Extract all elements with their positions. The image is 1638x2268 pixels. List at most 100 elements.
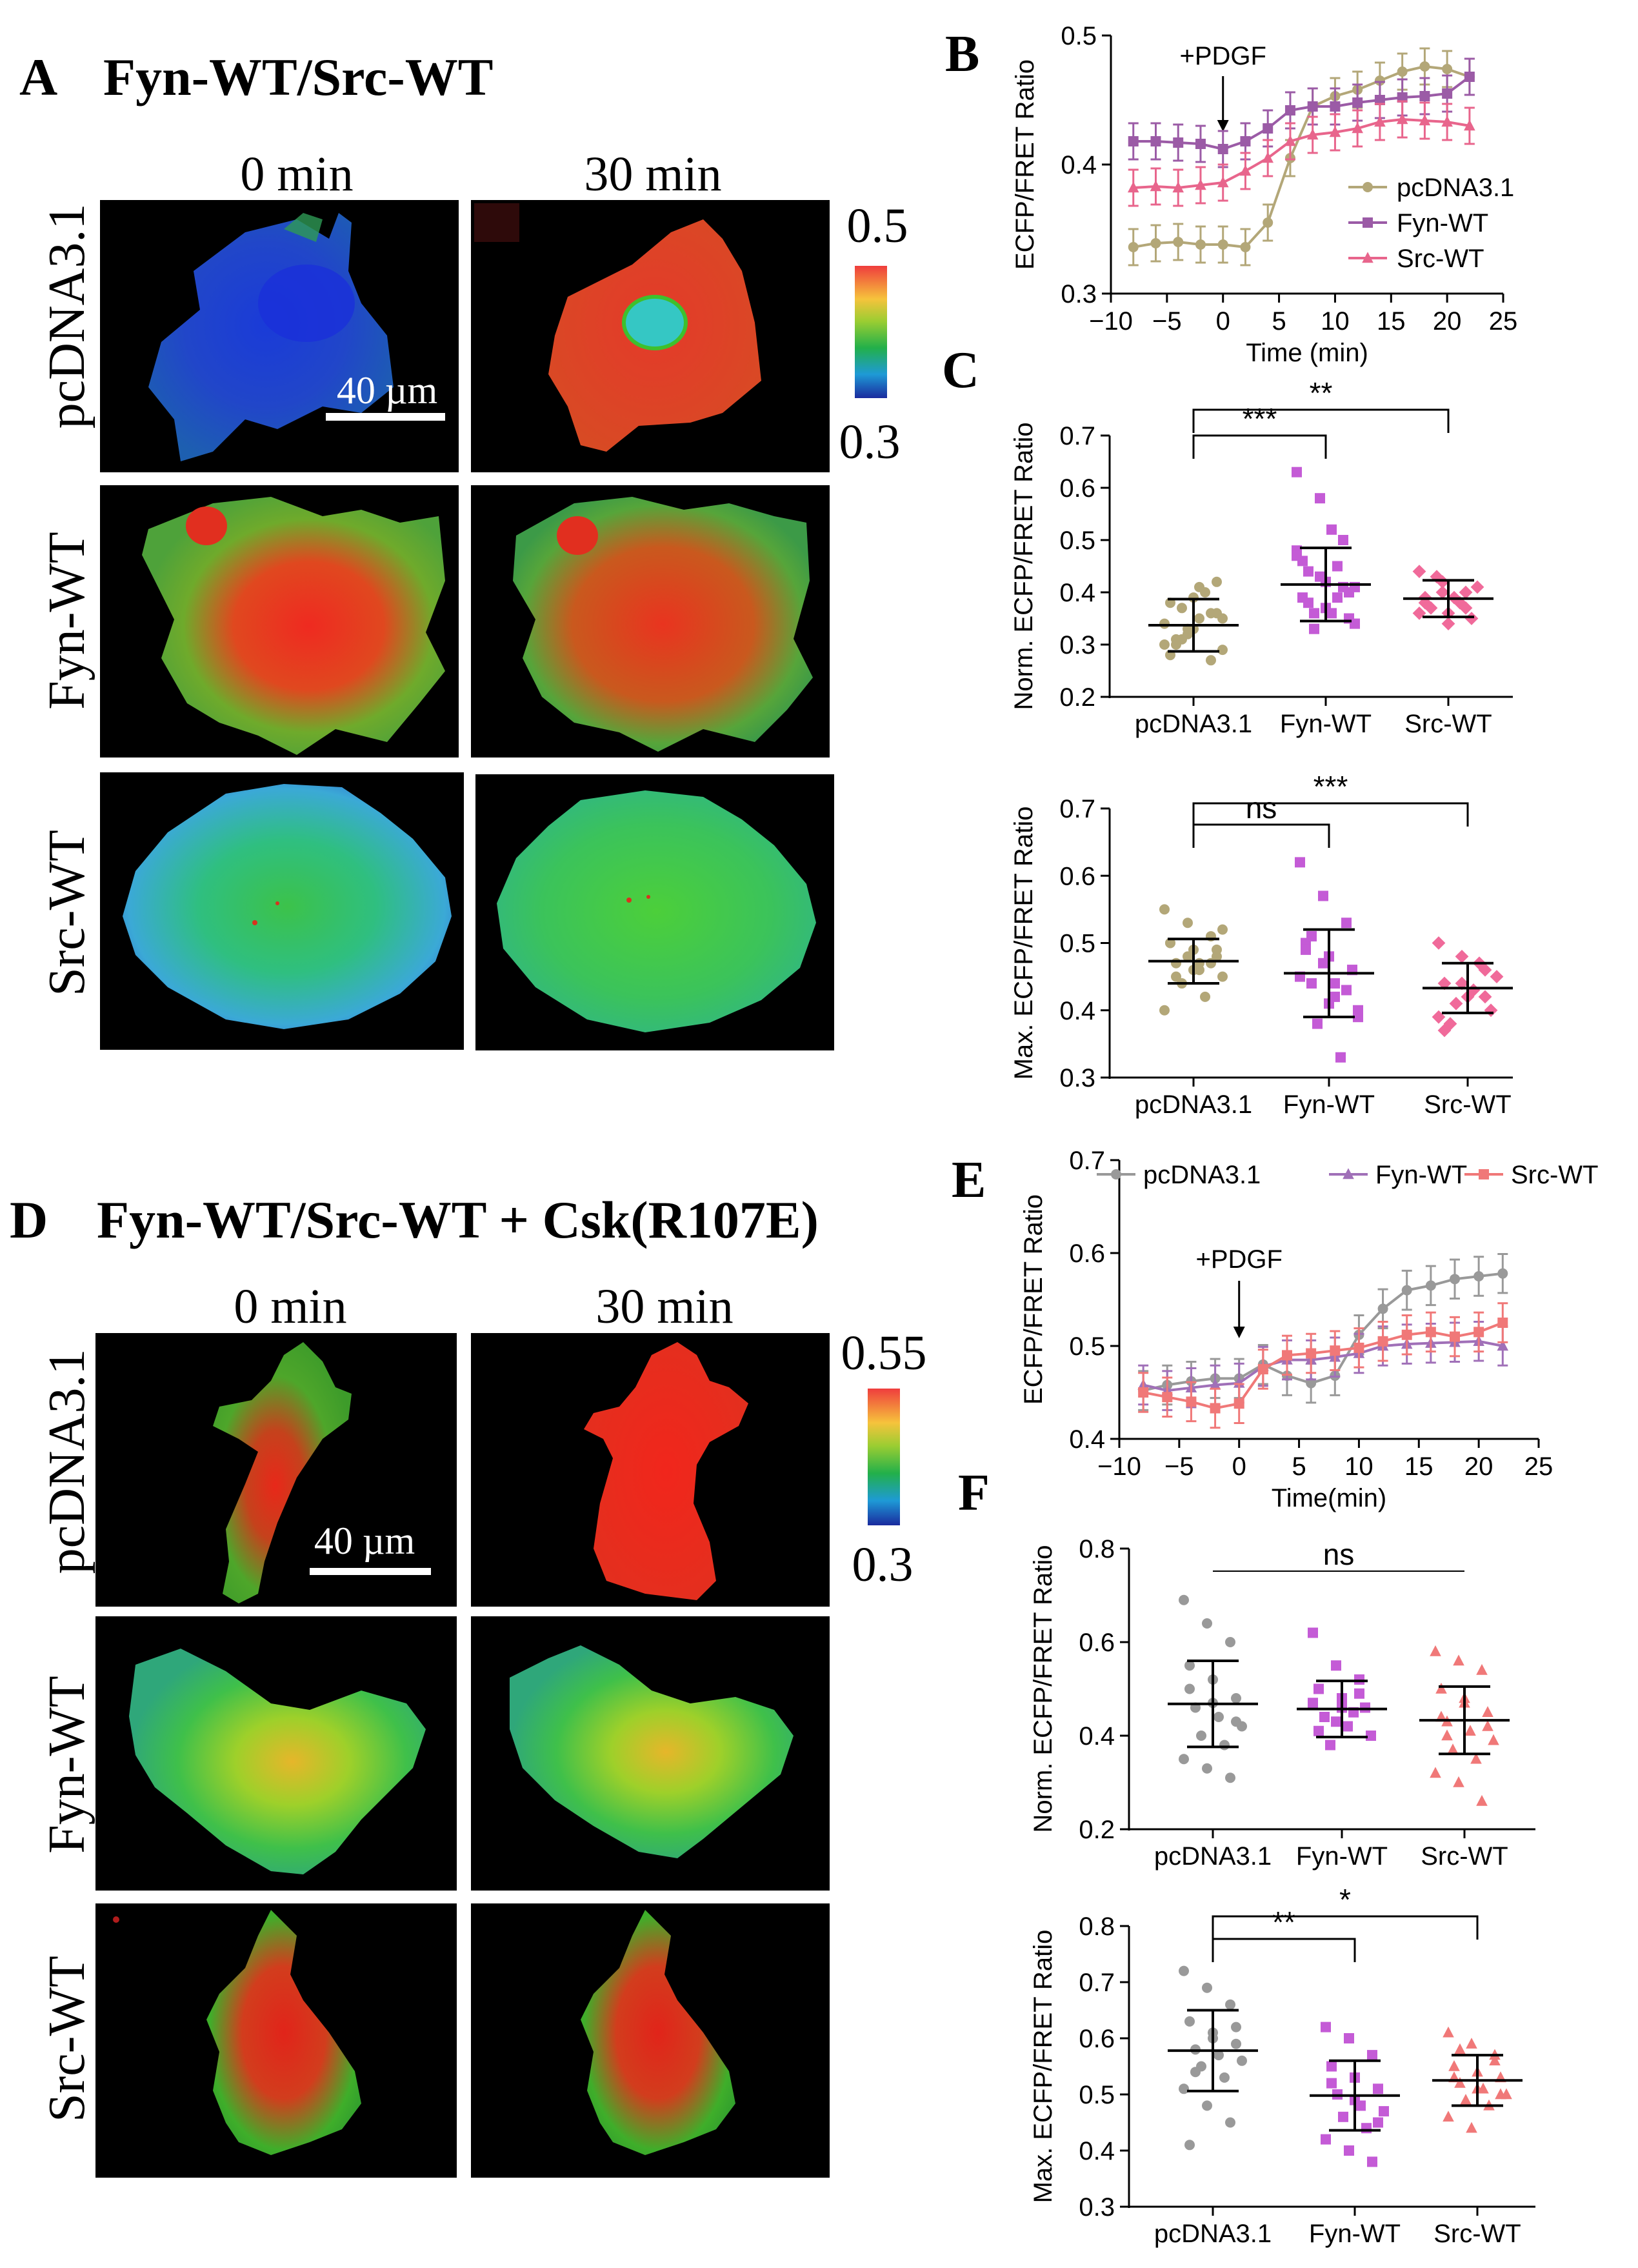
data-point xyxy=(1184,2140,1195,2151)
data-point xyxy=(1373,2083,1383,2094)
data-point xyxy=(1257,1364,1268,1374)
data-point xyxy=(1331,1716,1341,1727)
y-tick-label: 0.4 xyxy=(1079,1722,1115,1751)
data-point xyxy=(1430,1645,1441,1656)
colorbar-d-max: 0.55 xyxy=(841,1326,927,1380)
data-point xyxy=(1206,655,1216,666)
data-point xyxy=(1459,585,1473,599)
data-point xyxy=(1330,1345,1341,1356)
data-point xyxy=(1172,181,1184,193)
x-tick-label: Fyn-WT xyxy=(1283,1090,1375,1119)
data-point xyxy=(1225,2117,1235,2128)
data-point xyxy=(1194,613,1204,624)
x-tick-label: pcDNA3.1 xyxy=(1135,710,1252,738)
data-point xyxy=(1484,1003,1498,1018)
legend-marker xyxy=(1111,1169,1121,1179)
data-point xyxy=(1489,2054,1501,2065)
data-point xyxy=(1412,565,1426,578)
panel-label: C xyxy=(942,342,979,399)
chart-c-max: 0.3 0.4 0.5 0.6 0.7 Max. ECFP/FRET Ratio pcDNA… xyxy=(1010,770,1513,1119)
data-point xyxy=(1476,1663,1488,1675)
image-a-src-0min xyxy=(100,772,464,1050)
data-point xyxy=(1450,1331,1460,1342)
x-axis-label: Time(min) xyxy=(1272,1484,1387,1512)
x-tick-label: 5 xyxy=(1272,307,1286,336)
data-point xyxy=(1497,1318,1508,1328)
x-tick-label: 0 xyxy=(1232,1452,1246,1481)
data-point xyxy=(1335,1052,1346,1063)
significance-label: ns xyxy=(1246,791,1277,825)
panel-label: E xyxy=(952,1152,986,1209)
data-point xyxy=(1315,493,1325,504)
data-point xyxy=(1401,1285,1412,1296)
data-point xyxy=(1306,1378,1317,1389)
x-tick-label: Fyn-WT xyxy=(1280,710,1372,738)
chart-e: 0.4 0.5 0.6 0.7 ECFP/FRET Ratio −10 −5 0 5 10 15 20… xyxy=(952,1147,1599,1512)
data-point xyxy=(1231,2022,1241,2032)
data-point xyxy=(1449,996,1463,1010)
data-point xyxy=(1470,1752,1482,1764)
data-point xyxy=(1464,1725,1476,1736)
data-point xyxy=(1202,1618,1212,1629)
data-point xyxy=(1233,1377,1245,1388)
x-tick-label: 25 xyxy=(1524,1452,1553,1481)
y-tick-label: 0.8 xyxy=(1079,1912,1115,1941)
y-tick-label: 0.6 xyxy=(1069,1239,1105,1268)
data-point xyxy=(1177,634,1187,645)
data-point xyxy=(1497,1340,1509,1351)
data-point xyxy=(1263,123,1273,134)
data-point xyxy=(1488,1734,1499,1745)
data-point xyxy=(1212,576,1222,587)
data-point xyxy=(1331,1660,1341,1671)
x-tick-label: −10 xyxy=(1097,1452,1141,1481)
data-point xyxy=(1150,136,1161,146)
data-point xyxy=(1240,136,1251,146)
data-point xyxy=(1217,645,1228,656)
data-point xyxy=(1470,580,1484,594)
data-point xyxy=(1239,165,1252,176)
data-point xyxy=(1214,2050,1224,2061)
data-point xyxy=(1262,152,1273,163)
series-line-Src-WT xyxy=(1143,1321,1504,1410)
x-tick-label: Fyn-WT xyxy=(1309,2220,1401,2248)
data-point xyxy=(1464,612,1479,625)
data-point xyxy=(1454,2077,1466,2088)
data-point xyxy=(1171,958,1181,968)
data-point xyxy=(1353,1342,1364,1353)
y-tick-label: 0.6 xyxy=(1059,474,1095,503)
y-tick-label: 0.5 xyxy=(1079,2081,1115,2109)
data-point xyxy=(1366,1731,1376,1741)
data-point xyxy=(1354,1688,1364,1699)
data-point xyxy=(1306,128,1319,140)
data-point xyxy=(1209,1378,1221,1390)
data-point xyxy=(1464,72,1475,82)
legend-marker xyxy=(1363,217,1373,228)
data-point xyxy=(1282,1350,1292,1361)
colorbar-d: 0.55 0.3 40 µm xyxy=(310,1326,927,1592)
x-tick-label: 25 xyxy=(1489,307,1518,336)
data-point xyxy=(1292,467,1302,477)
x-tick-label: 5 xyxy=(1292,1452,1306,1481)
data-point xyxy=(1352,97,1363,108)
x-tick-label: −5 xyxy=(1152,307,1182,336)
data-point xyxy=(1442,64,1453,74)
panel-a-col-30: 30 min xyxy=(584,147,721,201)
data-point xyxy=(1284,135,1296,146)
x-tick-label: Fyn-WT xyxy=(1296,1842,1388,1871)
data-point xyxy=(1306,978,1317,989)
data-point xyxy=(1432,936,1446,950)
data-point xyxy=(1341,918,1352,928)
data-point xyxy=(1195,139,1206,149)
data-point xyxy=(1173,237,1184,247)
panel-d-col-30: 30 min xyxy=(595,1280,733,1334)
y-axis-label: ECFP/FRET Ratio xyxy=(1011,59,1039,270)
data-point xyxy=(1217,613,1228,624)
scale-bar-a xyxy=(326,413,445,421)
data-point xyxy=(1202,1982,1212,1993)
y-tick-label: 0.5 xyxy=(1061,22,1097,50)
data-point xyxy=(1441,1729,1453,1741)
data-point xyxy=(1159,618,1170,629)
chart-f-norm: 0.2 0.4 0.6 0.8 Norm. ECFP/FRET Ratio FpcDNA3… xyxy=(958,1465,1535,1871)
legend-marker xyxy=(1363,182,1373,192)
data-point xyxy=(1329,126,1341,137)
